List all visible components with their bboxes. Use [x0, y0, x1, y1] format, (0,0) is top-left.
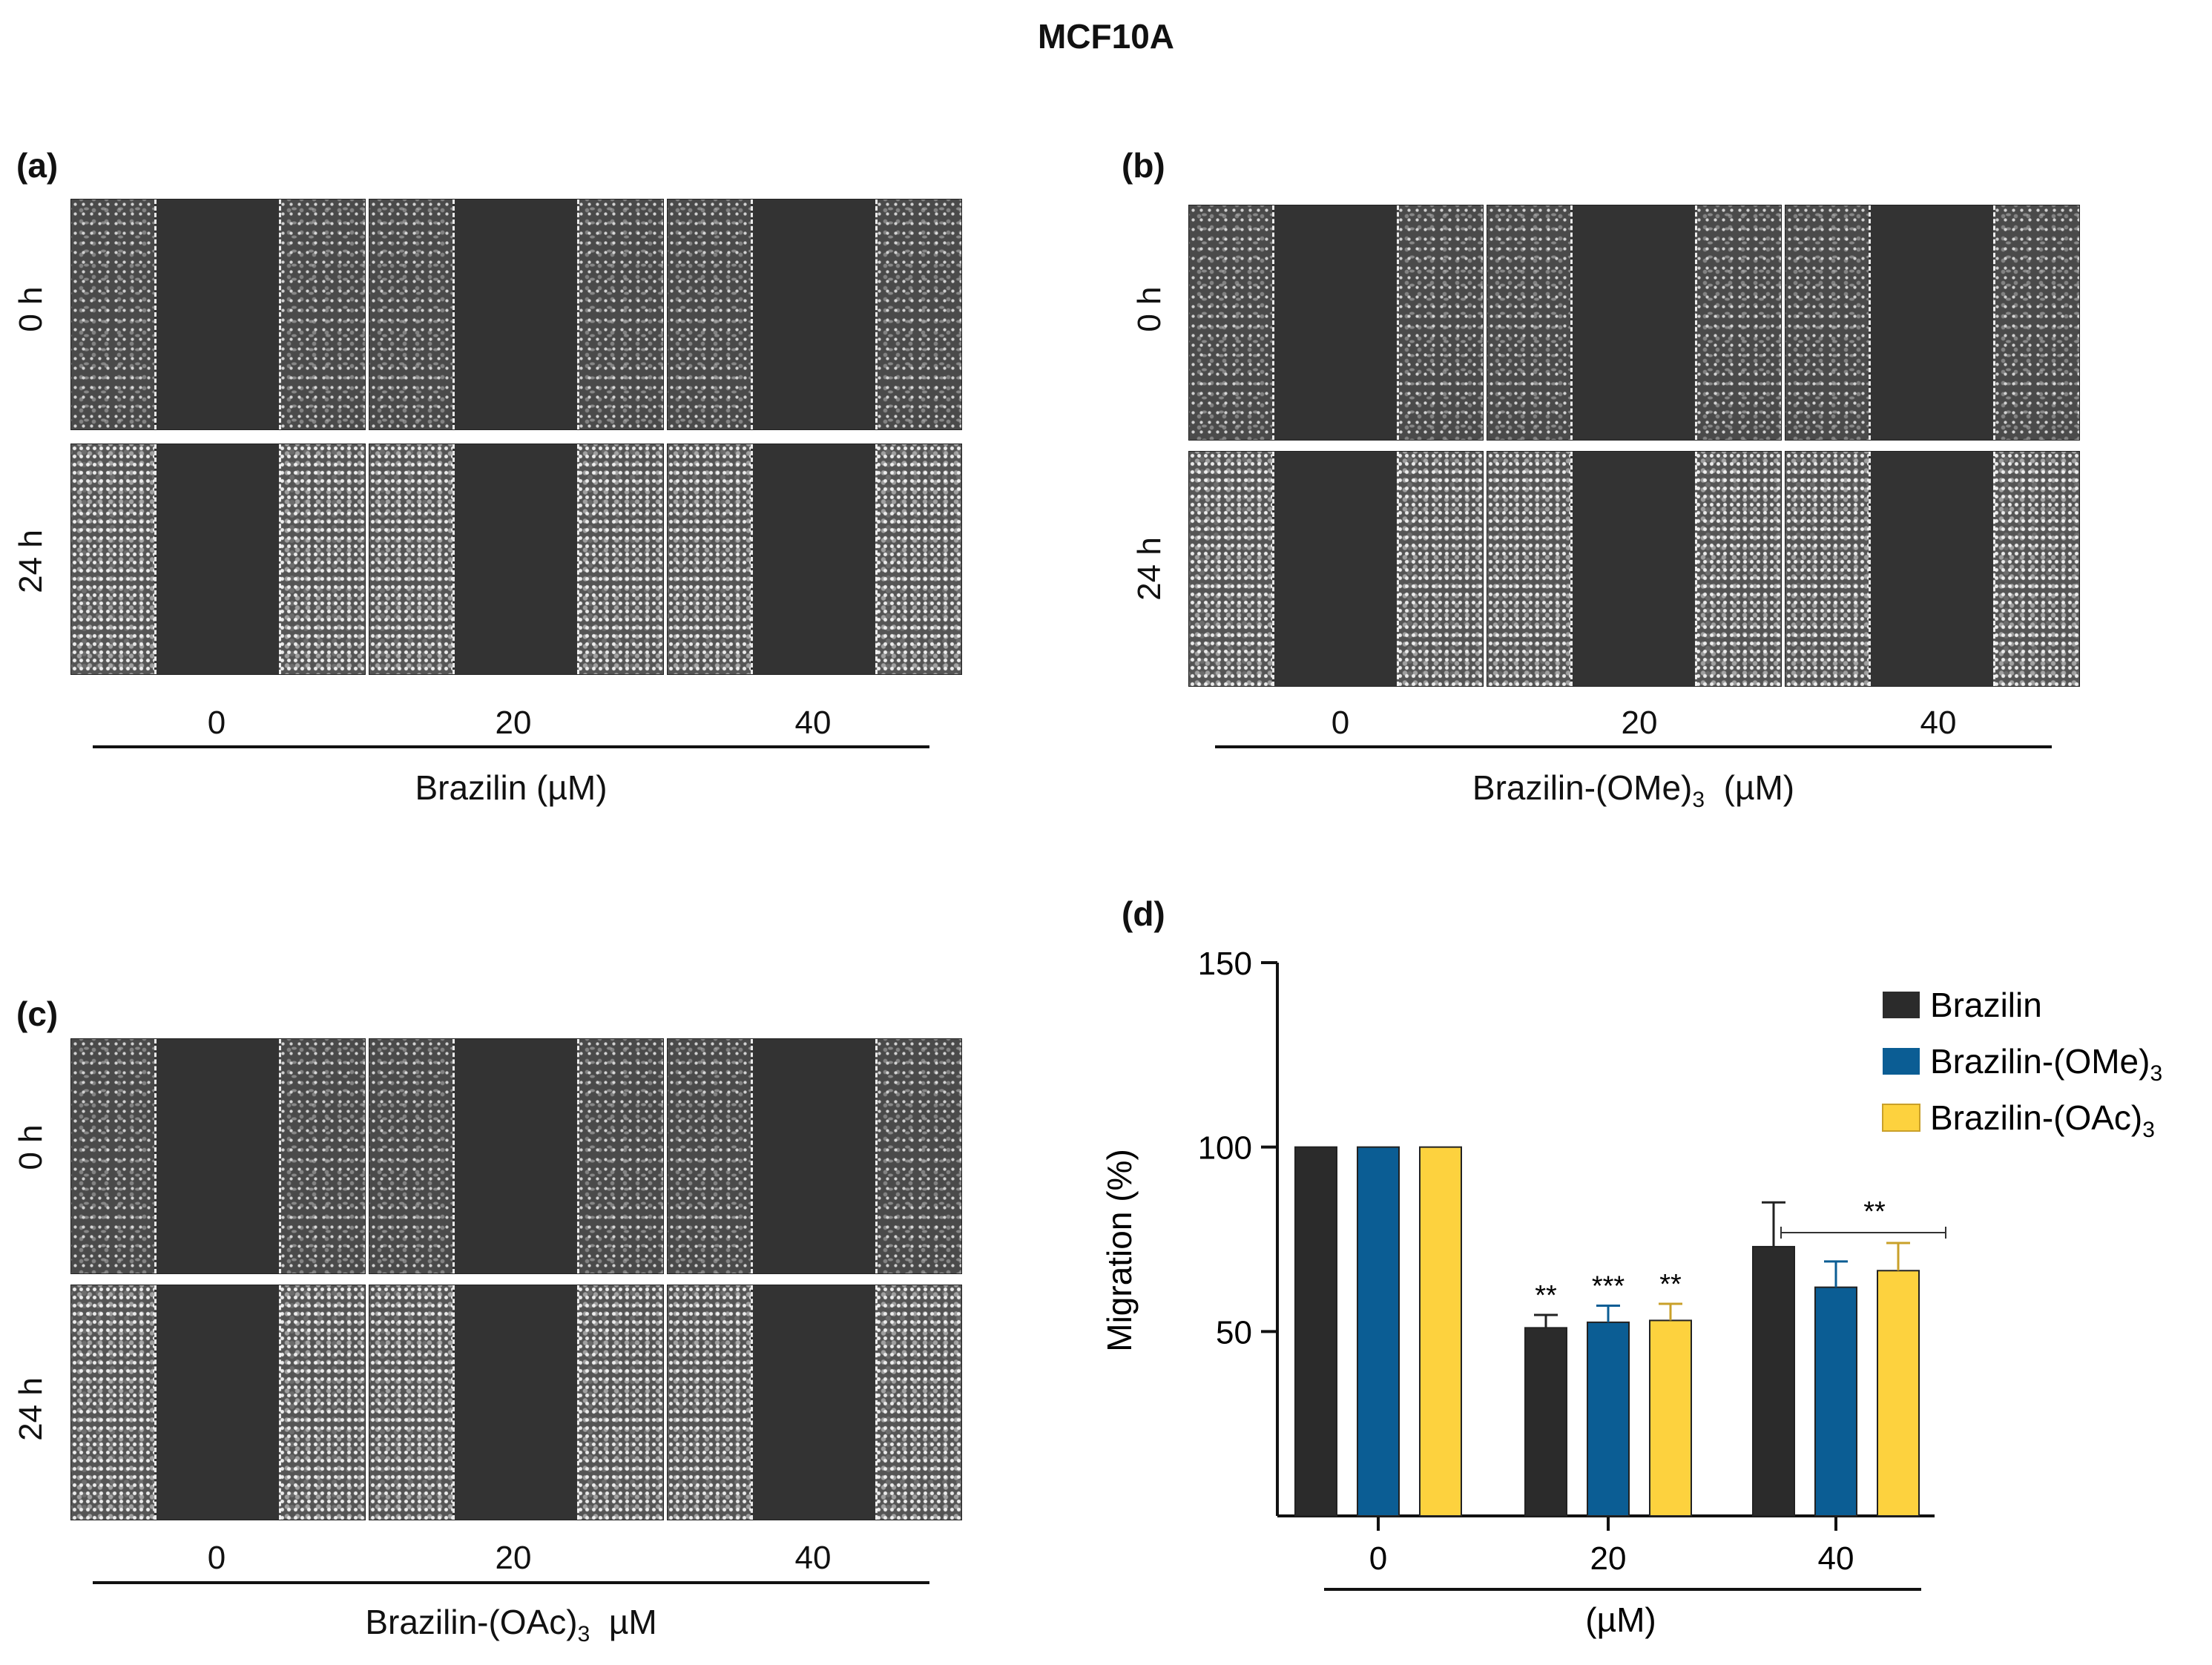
- micrograph-strip: [369, 199, 664, 430]
- micrograph-strip: [1188, 205, 1484, 441]
- legend-swatch: [1883, 992, 1920, 1018]
- panel-c-row-24h: 24 h: [13, 1377, 49, 1441]
- panel-a-row-24h: 24 h: [13, 530, 49, 593]
- micrograph-strip: [1487, 205, 1782, 441]
- bar: [1524, 1327, 1567, 1517]
- micrograph-strip: [1785, 451, 2080, 687]
- panel-c-dose-40: 40: [794, 1540, 832, 1576]
- panel-a-label: (a): [16, 146, 59, 185]
- legend-label: Brazilin: [1930, 986, 2042, 1024]
- panel-a-axis-line: [93, 745, 929, 748]
- bar: [1294, 1146, 1337, 1517]
- micrograph-strip: [369, 1285, 664, 1520]
- panel-b-dose-20: 20: [1621, 705, 1658, 741]
- panel-c-row-0h: 0 h: [13, 1124, 49, 1170]
- y-axis-title: Migration (%): [1100, 1149, 1139, 1352]
- x-tick-label: 20: [1590, 1540, 1627, 1577]
- panel-c-dose-20: 20: [495, 1540, 532, 1576]
- bar: [1752, 1245, 1795, 1517]
- significance-label: ***: [1592, 1271, 1625, 1302]
- bar: [1649, 1319, 1692, 1517]
- micrograph-strip: [1785, 205, 2080, 441]
- panel-a-axis-title: Brazilin (µM): [415, 768, 608, 807]
- micrograph-strip: [667, 1285, 962, 1520]
- micrograph-strip: [667, 199, 962, 430]
- significance-label: **: [1535, 1280, 1557, 1311]
- panel-a-dose-40: 40: [794, 705, 832, 741]
- panel-b-row-24h: 24 h: [1131, 537, 1168, 601]
- x-axis-title: (µM): [1585, 1600, 1656, 1639]
- bar: [1419, 1146, 1462, 1517]
- micrograph-strip: [667, 444, 962, 675]
- panel-c-axis-line: [93, 1581, 929, 1584]
- legend-swatch: [1883, 1048, 1920, 1075]
- panel-d-label: (d): [1122, 894, 1165, 933]
- panel-b-micrographs: [1188, 205, 2080, 687]
- panel-a-row-0h: 0 h: [13, 286, 49, 332]
- legend-label: Brazilin-(OAc)3: [1930, 1098, 2155, 1142]
- legend-label: Brazilin-(OMe)3: [1930, 1042, 2162, 1086]
- y-tick-label: 150: [1198, 946, 1252, 982]
- micrograph-strip: [369, 444, 664, 675]
- panel-c-dose-0: 0: [207, 1540, 226, 1576]
- micrograph-strip: [369, 1038, 664, 1274]
- micrograph-strip: [667, 1038, 962, 1274]
- micrograph-strip: [1188, 451, 1484, 687]
- panel-b-dose-40: 40: [1920, 705, 1957, 741]
- micrograph-strip: [70, 444, 366, 675]
- bar: [1357, 1146, 1400, 1517]
- micrograph-strip: [70, 1038, 366, 1274]
- bar: [1877, 1270, 1920, 1517]
- panel-a-micrographs: [70, 199, 962, 685]
- micrograph-strip: [70, 1285, 366, 1520]
- bar: [1587, 1321, 1630, 1517]
- micrograph-strip: [70, 199, 366, 430]
- panel-b-dose-0: 0: [1331, 705, 1350, 741]
- panel-b-label: (b): [1122, 146, 1165, 185]
- panel-b-row-0h: 0 h: [1131, 286, 1168, 332]
- panel-b-axis-title: Brazilin-(OMe)3 (µM): [1472, 768, 1795, 813]
- significance-bracket-label: **: [1863, 1196, 1886, 1227]
- panel-c-label: (c): [16, 995, 59, 1033]
- panel-a-dose-20: 20: [495, 705, 532, 741]
- legend-swatch: [1882, 1104, 1920, 1132]
- x-tick-label: 40: [1818, 1540, 1854, 1577]
- panel-a-dose-0: 0: [207, 705, 226, 741]
- y-tick-label: 50: [1216, 1314, 1252, 1351]
- figure-title: MCF10A: [1037, 17, 1175, 56]
- bar: [1814, 1286, 1857, 1517]
- panel-c-axis-title: Brazilin-(OAc)3 µM: [365, 1603, 657, 1647]
- micrograph-strip: [1487, 451, 1782, 687]
- panel-b-axis-line: [1215, 745, 2052, 748]
- panel-c-micrographs: [70, 1038, 962, 1520]
- significance-label: **: [1659, 1269, 1682, 1300]
- y-tick-label: 100: [1198, 1130, 1252, 1167]
- x-tick-label: 0: [1369, 1540, 1387, 1577]
